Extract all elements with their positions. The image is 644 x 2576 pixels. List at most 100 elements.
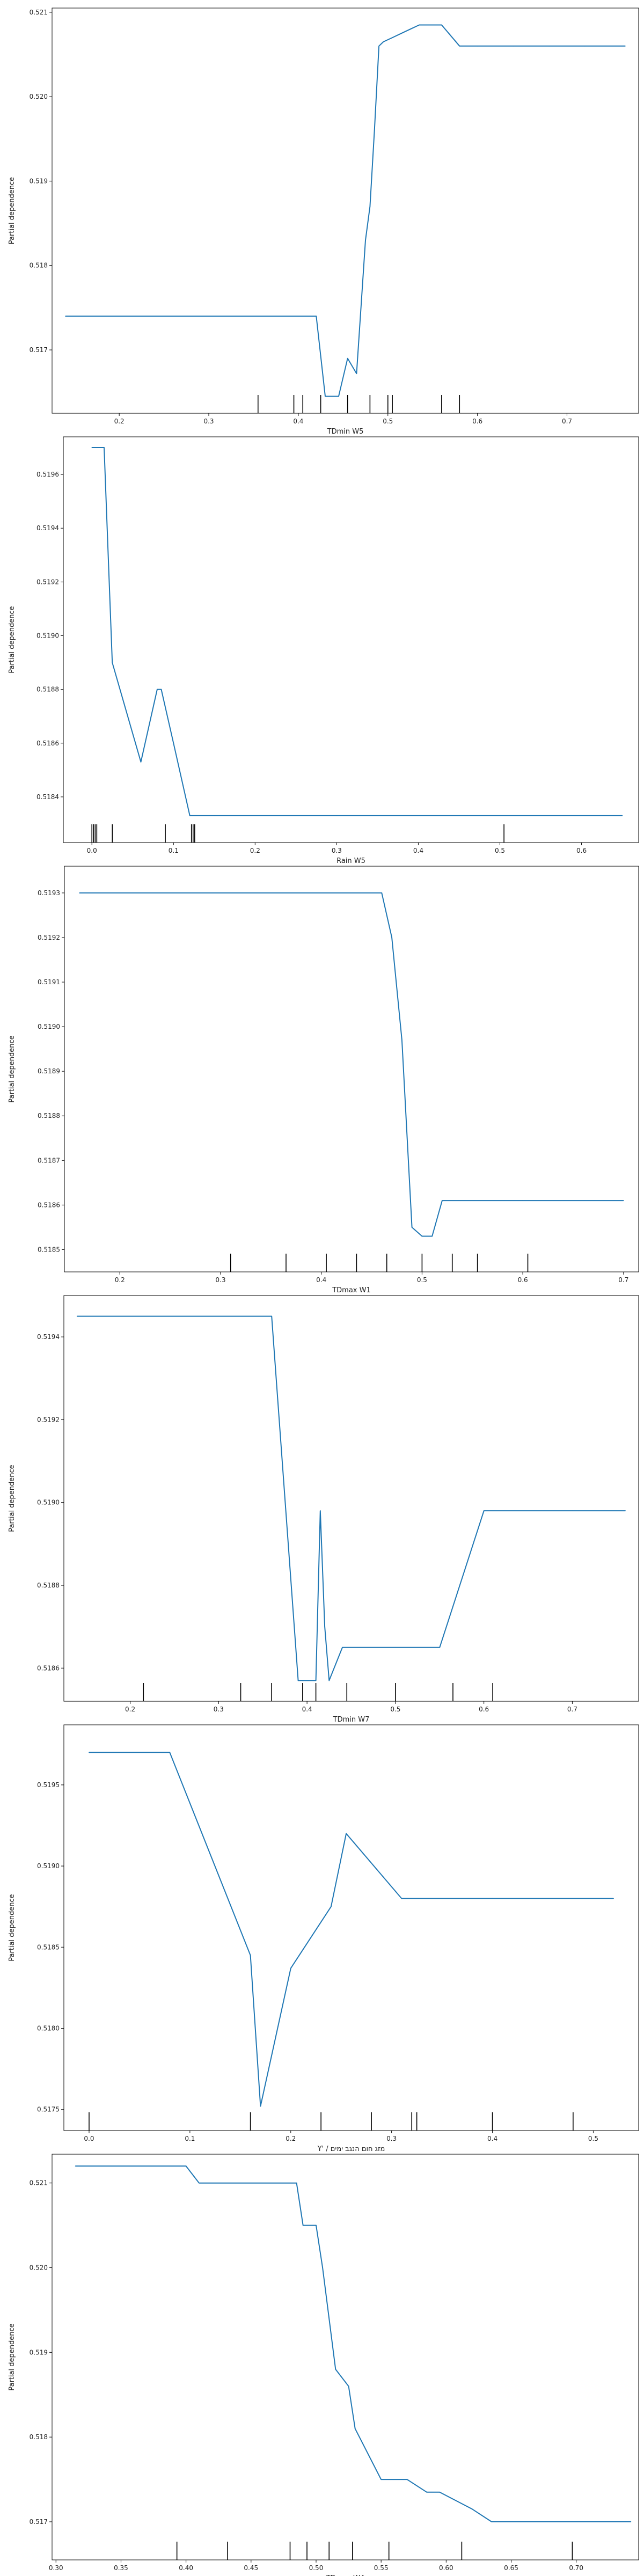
data-point (411, 1227, 413, 1228)
x-tick-label: 0.35 (114, 2564, 128, 2572)
data-point (104, 447, 105, 448)
x-tick-label: 0.3 (203, 418, 214, 425)
data-point (328, 1680, 330, 1681)
x-tick-label: 0.6 (472, 418, 482, 425)
x-tick-label: 0.3 (386, 2135, 397, 2142)
x-tick-label: 0.70 (569, 2564, 583, 2572)
y-tick-label: 0.5196 (36, 471, 59, 478)
y-tick-label: 0.520 (30, 2264, 48, 2271)
y-tick-label: 0.5175 (37, 2106, 60, 2113)
x-axis-label: TDmax W1 (332, 1286, 371, 1294)
data-point (75, 2165, 76, 2167)
x-tick-label: 0.2 (114, 418, 125, 425)
data-point (492, 1898, 493, 1899)
x-tick-label: 0.7 (562, 418, 572, 425)
x-tick-label: 0.65 (504, 2564, 518, 2572)
data-point (331, 1906, 332, 1907)
data-point (160, 689, 162, 690)
data-point (199, 2182, 200, 2184)
y-tick-label: 0.5186 (38, 1201, 60, 1209)
y-tick-label: 0.5192 (36, 578, 59, 586)
x-tick-label: 0.5 (588, 2135, 598, 2142)
data-point (140, 762, 142, 763)
y-tick-label: 0.5190 (37, 1499, 60, 1506)
x-tick-label: 0.6 (576, 847, 587, 854)
data-point (342, 1646, 343, 1648)
data-point (401, 1040, 402, 1041)
data-point (428, 24, 429, 26)
y-tick-label: 0.5188 (37, 1582, 60, 1589)
data-point (336, 815, 338, 816)
data-point (613, 1898, 614, 1899)
x-tick-label: 0.2 (250, 847, 260, 854)
y-tick-label: 0.5185 (37, 1943, 60, 1951)
x-tick-label: 0.4 (413, 847, 423, 854)
x-axis-label: TDmin W7 (333, 1716, 370, 1724)
y-tick-label: 0.5186 (36, 740, 59, 747)
data-point (625, 1510, 626, 1511)
y-tick-label: 0.5192 (37, 1416, 60, 1423)
data-point (419, 24, 420, 26)
data-point (392, 37, 393, 38)
y-tick-label: 0.5188 (38, 1112, 60, 1119)
data-point (623, 1200, 624, 1201)
x-axis-label: TDmax W4 (326, 2574, 365, 2576)
data-point (369, 206, 371, 207)
x-tick-label: 0.1 (169, 847, 179, 854)
series-line (75, 2165, 631, 2522)
data-point (522, 1200, 523, 1201)
y-tick-label: 0.5189 (38, 1067, 60, 1075)
y-tick-label: 0.5185 (38, 1246, 60, 1253)
series-line (77, 1315, 626, 1681)
data-point (157, 689, 158, 690)
y-tick-label: 0.5180 (37, 2024, 60, 2032)
data-point (315, 1680, 317, 1681)
x-tick-label: 0.3 (215, 1276, 225, 1284)
x-tick-label: 0.5 (383, 418, 393, 425)
data-point (483, 1510, 485, 1511)
x-tick-label: 0.5 (417, 1276, 427, 1284)
data-point (89, 1752, 90, 1753)
x-tick-label: 0.5 (495, 847, 505, 854)
data-point (584, 45, 586, 47)
y-tick-label: 0.5190 (38, 1023, 60, 1030)
y-tick-label: 0.5194 (36, 524, 59, 532)
chart-panel-2: 0.0 0.1 0.2 0.3 0.4 0.5 0.6 0.5184 0.5186 0.5188 0… (8, 436, 639, 865)
series-line (79, 892, 624, 1237)
data-point (302, 2224, 304, 2226)
y-tick-label: 0.5187 (38, 1157, 60, 1164)
plot-area-frame (63, 1295, 639, 1702)
y-tick-label: 0.521 (30, 9, 48, 16)
x-axis-label: Y' / מזג חום הנגב ימים (317, 2145, 385, 2153)
data-point (325, 396, 326, 397)
x-tick-label: 0.3 (332, 847, 342, 854)
data-point (271, 1315, 273, 1317)
data-point (513, 45, 514, 47)
x-tick-label: 0.2 (115, 1276, 125, 1284)
data-point (548, 45, 550, 47)
x-tick-label: 0.7 (567, 1706, 577, 1713)
data-point (381, 892, 383, 894)
plot-area-frame (63, 1724, 639, 2131)
y-tick-label: 0.5191 (38, 978, 60, 986)
data-point (76, 1315, 78, 1317)
data-point (250, 1955, 251, 1956)
x-tick-label: 0.4 (316, 1276, 326, 1284)
y-tick-label: 0.520 (30, 93, 48, 100)
data-point (441, 24, 442, 26)
data-point (306, 1680, 308, 1681)
x-tick-label: 0.55 (374, 2564, 389, 2572)
data-point (348, 2385, 349, 2387)
plot-area-frame (63, 436, 639, 843)
data-point (395, 1646, 396, 1648)
data-point (491, 2521, 492, 2522)
data-point (630, 2521, 632, 2522)
y-tick-label: 0.5186 (37, 1664, 60, 1672)
y-axis-label: Partial dependence (8, 1035, 16, 1102)
y-axis-label: Partial dependence (8, 177, 16, 244)
series-line (65, 24, 625, 397)
chart-panel-5: 0.0 0.1 0.2 0.3 0.4 0.5 0.5175 0.5180 0.5185 0.51… (8, 1724, 639, 2153)
data-point (406, 2479, 408, 2480)
data-point (621, 815, 623, 816)
data-point (442, 1200, 443, 1201)
